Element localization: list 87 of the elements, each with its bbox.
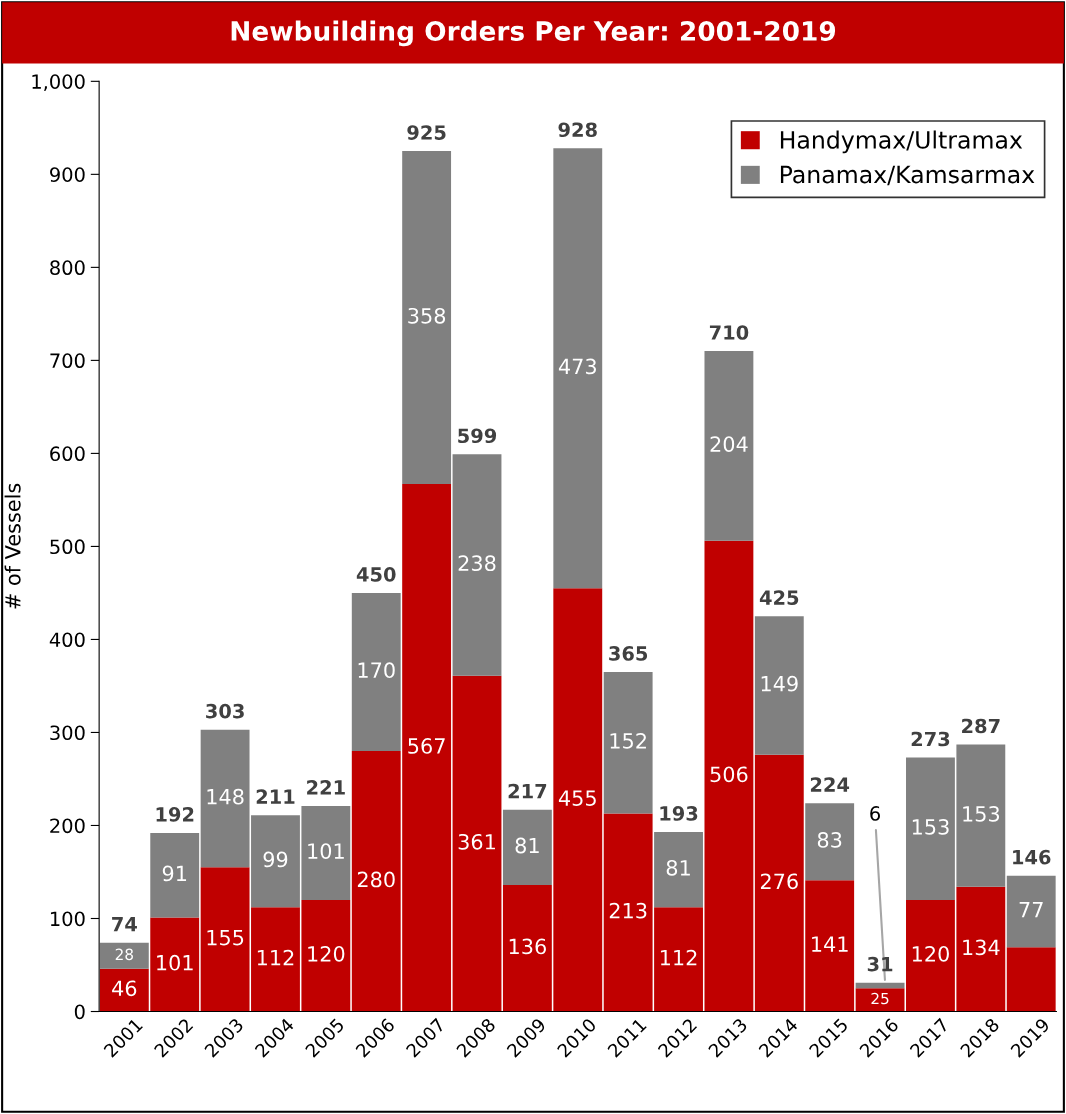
data-label: 81: [666, 859, 690, 876]
y-tick-label: 500: [50, 539, 85, 555]
data-label: 148: [207, 788, 244, 805]
total-label: 273: [911, 731, 950, 747]
data-label: 91: [162, 865, 187, 882]
data-label: 101: [157, 954, 193, 971]
data-label: 112: [257, 949, 294, 966]
total-label: 425: [759, 590, 799, 605]
total-label: 217: [508, 783, 547, 799]
data-label: 213: [609, 902, 647, 919]
bar: [805, 803, 855, 881]
data-label: 77: [1019, 902, 1043, 918]
total-label: 193: [660, 806, 698, 821]
total-label: 365: [609, 646, 648, 661]
total-label: 224: [810, 777, 850, 792]
total-label: 928: [558, 122, 597, 138]
y-tick-label: 100: [50, 911, 85, 927]
y-tick-label: 600: [50, 446, 85, 462]
data-label: 155: [207, 929, 244, 946]
bar: [502, 809, 552, 886]
data-label: 280: [357, 871, 395, 888]
data-label: 81: [515, 837, 539, 854]
y-tick-label: 300: [50, 725, 85, 741]
bar: [351, 592, 401, 752]
bar: [452, 454, 502, 676]
bar: [654, 831, 703, 908]
data-label: 99: [263, 851, 288, 868]
data-label: 6: [870, 806, 880, 821]
total-label: 74: [112, 917, 137, 932]
data-label: 120: [912, 945, 949, 962]
data-label: 83: [817, 832, 842, 848]
bar: [452, 675, 502, 1012]
bar: [553, 148, 603, 589]
total-label: 287: [962, 718, 1000, 734]
y-axis-title: # of Vessels: [4, 483, 21, 609]
data-label: 25: [871, 992, 889, 1005]
y-tick-label: 700: [50, 353, 85, 369]
data-label: 141: [812, 936, 848, 952]
data-label: 358: [408, 307, 446, 324]
data-label: 276: [760, 873, 798, 890]
total-label: 146: [1013, 849, 1051, 865]
data-label: 153: [912, 819, 949, 835]
data-label: 455: [558, 790, 596, 806]
total-label: 710: [709, 325, 749, 340]
y-tick-label: 0: [74, 1004, 85, 1020]
data-label: 136: [509, 938, 546, 955]
data-label: 153: [963, 805, 1000, 822]
y-tick-label: 400: [49, 632, 85, 648]
bar: [402, 151, 452, 485]
bar: [150, 832, 200, 918]
data-label: 473: [558, 358, 596, 375]
total-label: 599: [458, 428, 497, 444]
legend-label: Handymax/Ultramax: [780, 130, 1023, 154]
bar: [704, 351, 754, 541]
data-label: 506: [710, 766, 748, 783]
bar: [1006, 875, 1056, 948]
data-label: 120: [308, 945, 345, 962]
data-label: 101: [308, 843, 344, 859]
data-label: 28: [115, 948, 133, 961]
bar: [603, 671, 653, 814]
data-label: 567: [408, 738, 445, 754]
bar: [855, 982, 905, 989]
total-label: 450: [356, 567, 396, 582]
data-label: 238: [458, 555, 496, 572]
data-label: 149: [761, 675, 798, 692]
y-tick-label: 900: [50, 167, 85, 182]
data-label: 46: [112, 980, 137, 997]
total-label: 192: [156, 807, 194, 822]
data-label: 170: [358, 662, 395, 679]
chart-title: Newbuilding Orders Per Year: 2001-2019: [231, 20, 836, 47]
data-label: 204: [710, 436, 748, 452]
total-label: 211: [256, 789, 295, 804]
data-label: 134: [963, 939, 1000, 956]
total-label: 31: [867, 956, 893, 972]
y-tick-label: 1,000: [32, 74, 85, 91]
total-label: 221: [307, 780, 345, 795]
bar: [754, 616, 804, 755]
data-label: 112: [660, 949, 697, 966]
y-tick-label: 200: [50, 818, 85, 834]
legend-label: Panamax/Kamsarmax: [780, 165, 1035, 186]
data-label: 152: [610, 732, 646, 749]
bar: [99, 942, 149, 969]
bar: [1006, 947, 1056, 1012]
y-tick-label: 800: [50, 260, 85, 276]
total-label: 925: [407, 125, 446, 140]
total-label: 303: [206, 703, 244, 719]
data-label: 361: [458, 833, 495, 850]
